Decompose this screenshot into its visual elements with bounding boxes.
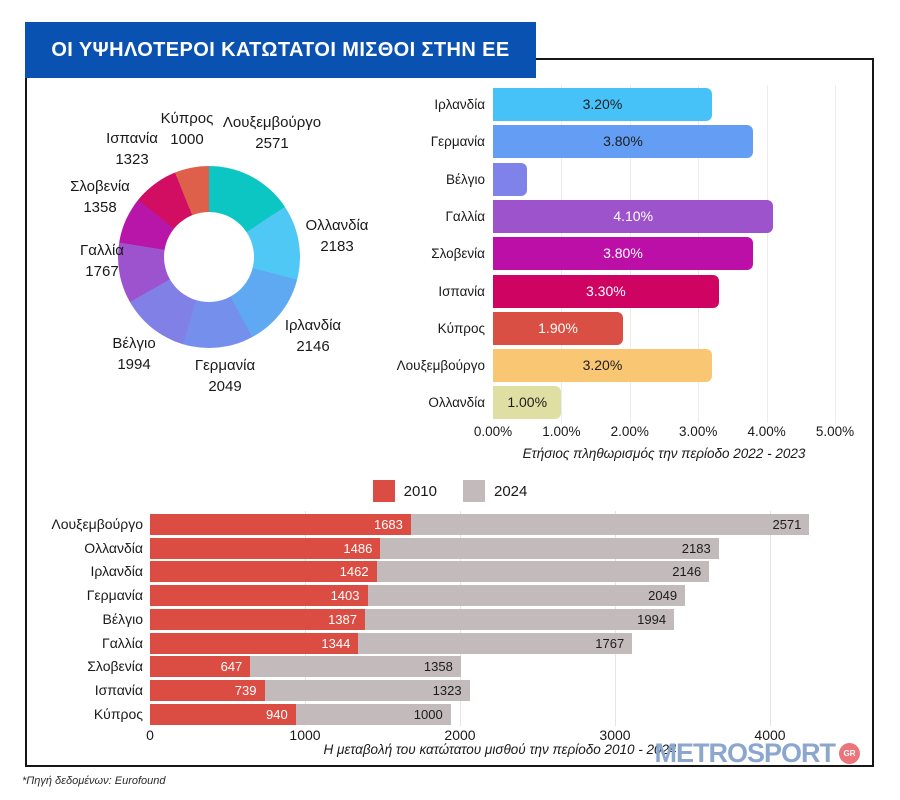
donut-label-value: 1994 bbox=[117, 356, 151, 373]
donut-label-value: 2049 bbox=[208, 378, 242, 395]
donut-label-name: Ισπανία bbox=[106, 130, 158, 147]
donut-label-name: Γερμανία bbox=[194, 357, 256, 374]
legend-swatch-2024 bbox=[463, 480, 485, 502]
donut-label-7: Σλοβενία 1358 bbox=[70, 176, 130, 218]
donut-label-3: Ιρλανδία 2146 bbox=[285, 315, 341, 357]
donut-label-name: Βέλγιο bbox=[112, 335, 156, 352]
donut-label-6: Γαλλία 1767 bbox=[80, 240, 124, 282]
donut-label-9: Κύπρος 1000 bbox=[161, 108, 214, 150]
donut-hole bbox=[164, 212, 254, 302]
legend-item-2010: 2010 bbox=[372, 480, 437, 502]
metrosport-logo: METROSPORT GR bbox=[654, 738, 860, 769]
donut-label-name: Ολλανδία bbox=[305, 217, 369, 234]
donut-label-1: Λουξεμβούργο 2571 bbox=[223, 112, 321, 154]
donut-label-4: Γερμανία 2049 bbox=[195, 355, 255, 397]
donut-label-value: 2146 bbox=[296, 338, 330, 355]
donut-label-value: 2571 bbox=[255, 135, 289, 152]
donut-label-2: Ολλανδία 2183 bbox=[306, 215, 369, 257]
donut-label-value: 1000 bbox=[170, 131, 204, 148]
donut-label-value: 1323 bbox=[115, 151, 149, 168]
logo-gr-badge-icon: GR bbox=[839, 743, 860, 764]
donut-label-value: 2183 bbox=[320, 238, 354, 255]
donut-label-5: Βέλγιο 1994 bbox=[112, 333, 155, 375]
donut-label-name: Κύπρος bbox=[160, 110, 214, 127]
legend-label-2010: 2010 bbox=[403, 482, 437, 500]
source-note: *Πηγή δεδομένων: Eurofound bbox=[22, 775, 166, 787]
donut-label-value: 1358 bbox=[83, 199, 117, 216]
logo-wordmark: METROSPORT bbox=[654, 738, 836, 768]
donut-label-8: Ισπανία 1323 bbox=[106, 128, 158, 170]
donut-label-name: Γαλλία bbox=[80, 242, 124, 259]
legend-label-2024: 2024 bbox=[494, 482, 528, 500]
donut-label-value: 1767 bbox=[85, 263, 119, 280]
title-banner: ΟΙ ΥΨΗΛΟΤΕΡΟΙ ΚΑΤΩΤΑΤΟΙ ΜΙΣΘΟΙ ΣΤΗΝ ΕΕ bbox=[25, 22, 536, 78]
legend-swatch-2010 bbox=[372, 480, 395, 502]
legend: 2010 2024 bbox=[0, 480, 900, 502]
donut-label-name: Σλοβενία bbox=[70, 178, 130, 195]
wage-caption: Η μεταβολή του κατώτατου μισθού την περί… bbox=[323, 742, 677, 757]
donut-label-name: Λουξεμβούργο bbox=[222, 114, 322, 131]
legend-item-2024: 2024 bbox=[463, 480, 527, 502]
inflation-caption: Ετήσιος πληθωρισμός την περίοδο 2022 - 2… bbox=[522, 446, 806, 461]
donut-label-name: Ιρλανδία bbox=[284, 317, 342, 334]
page-title: ΟΙ ΥΨΗΛΟΤΕΡΟΙ ΚΑΤΩΤΑΤΟΙ ΜΙΣΘΟΙ ΣΤΗΝ ΕΕ bbox=[51, 38, 510, 61]
